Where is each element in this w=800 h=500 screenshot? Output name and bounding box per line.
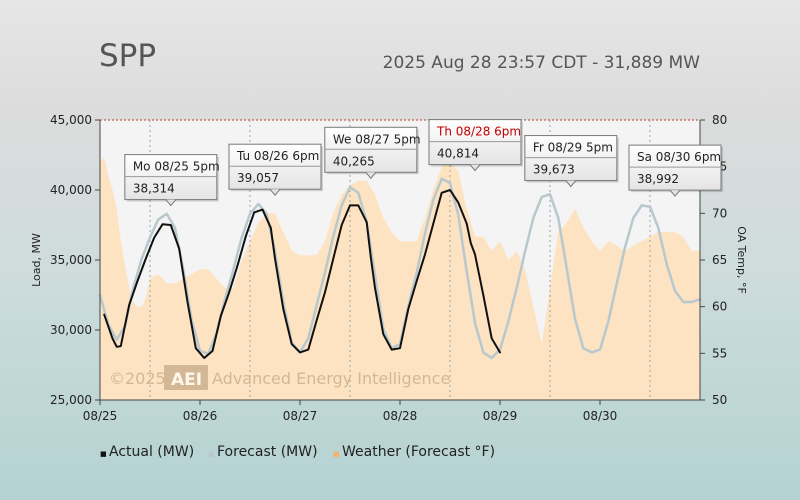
callout-value: 40,814 — [437, 147, 479, 161]
peak-callout: Sa 08/30 6pm 38,992 — [628, 144, 723, 197]
x-tick-label: 08/26 — [183, 409, 218, 423]
callout-label: We 08/27 5pm — [333, 132, 421, 146]
peak-callout: Th 08/28 6pm 40,814 — [428, 119, 523, 172]
y2-axis-label: OA Temp, °F — [735, 226, 748, 294]
y2-tick-label: 50 — [712, 393, 727, 407]
y-tick-label: 30,000 — [50, 323, 92, 337]
callout-pointer — [469, 164, 481, 172]
callout-pointer — [669, 189, 681, 197]
callout-value: 38,992 — [637, 172, 679, 186]
x-tick-label: 08/29 — [483, 409, 518, 423]
peak-callout: Tu 08/26 6pm 39,057 — [228, 143, 323, 196]
y-tick-label: 35,000 — [50, 253, 92, 267]
callout-box — [324, 126, 418, 173]
callout-pointer — [269, 188, 281, 196]
x-tick-label: 08/25 — [83, 409, 118, 423]
legend-swatch: ■ — [208, 450, 215, 458]
chart-title: SPP — [99, 38, 157, 74]
peak-callout: Mo 08/25 5pm 38,314 — [124, 154, 220, 207]
callout-label: Fr 08/29 5pm — [533, 141, 613, 155]
y2-tick-label: 55 — [712, 346, 727, 360]
y2-tick-label: 65 — [712, 253, 727, 267]
actual-line — [103, 189, 501, 359]
x-tick-label: 08/27 — [283, 409, 318, 423]
callout-label: Sa 08/30 6pm — [637, 150, 721, 164]
x-tick-label: 08/30 — [583, 409, 618, 423]
legend-swatch: ■ — [100, 450, 107, 458]
legend-item[interactable]: Actual (MW) — [109, 444, 194, 460]
watermark-text: Advanced Energy Intelligence — [212, 369, 450, 388]
watermark-badge: AEI — [171, 370, 202, 390]
y-tick-label: 40,000 — [50, 183, 92, 197]
y-tick-label: 25,000 — [50, 393, 92, 407]
callout-pointer — [565, 180, 577, 188]
callout-value: 38,314 — [133, 182, 175, 196]
legend-swatch: ■ — [333, 450, 340, 458]
callout-value: 40,265 — [333, 154, 375, 168]
callout-label: Tu 08/26 6pm — [236, 149, 319, 163]
callout-label: Mo 08/25 5pm — [133, 160, 220, 174]
legend-item[interactable]: Forecast (MW) — [217, 444, 318, 460]
y-axis-label: Load, MW — [30, 233, 43, 287]
legend-item[interactable]: Weather (Forecast °F) — [342, 444, 495, 460]
watermark-badge-box — [164, 365, 208, 390]
y2-tick-label: 70 — [712, 206, 727, 220]
y2-tick-label: 60 — [712, 300, 727, 314]
callout-value: 39,057 — [237, 171, 279, 185]
callout-value: 39,673 — [533, 163, 575, 177]
weather-area — [100, 157, 700, 400]
callout-pointer — [165, 199, 177, 207]
callout-label: Th 08/28 6pm — [436, 125, 521, 139]
chart-subtitle: 2025 Aug 28 23:57 CDT - 31,889 MW — [382, 53, 700, 73]
y-tick-label: 45,000 — [50, 113, 92, 127]
y2-tick-label: 80 — [712, 113, 727, 127]
peak-callout: We 08/27 5pm 40,265 — [324, 126, 421, 180]
callout-pointer — [365, 171, 377, 180]
x-tick-label: 08/28 — [383, 409, 418, 423]
watermark-prefix: ©2025 — [109, 369, 166, 388]
peak-callout: Fr 08/29 5pm 39,673 — [524, 135, 619, 188]
